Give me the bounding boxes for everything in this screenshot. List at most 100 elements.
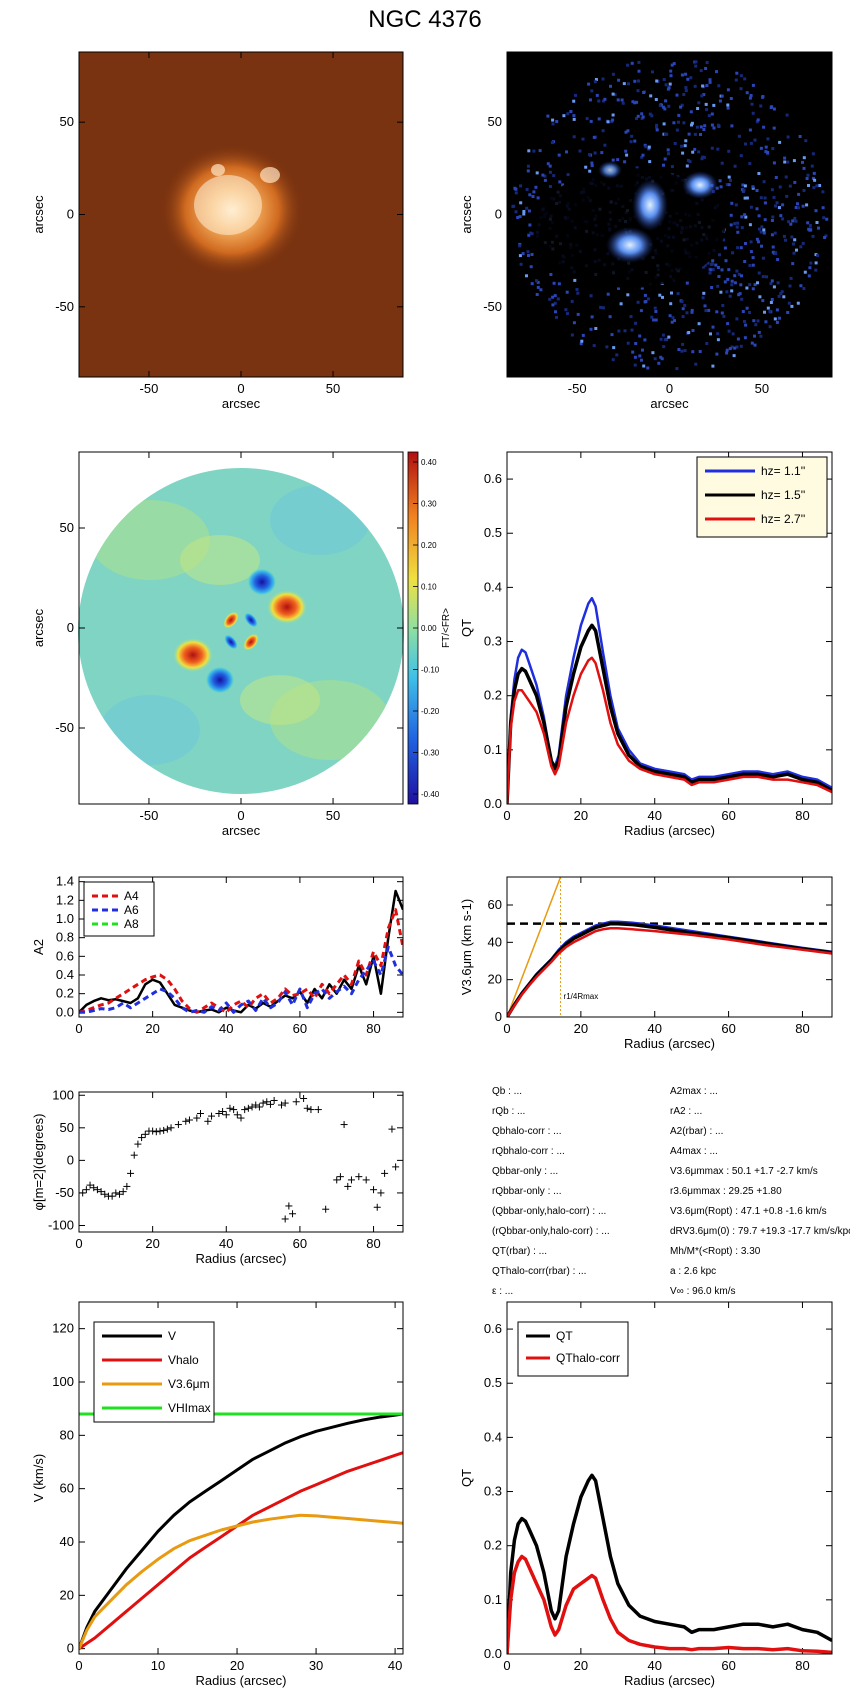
noise-pixel: [664, 83, 668, 87]
noise-pixel: [729, 97, 733, 100]
noise-pixel: [633, 79, 637, 83]
phase-point: [278, 1101, 285, 1109]
param-left-11: ε : ...: [492, 1286, 513, 1297]
noise-pixel: [635, 117, 638, 120]
noise-pixel: [662, 122, 666, 126]
noise-pixel: [703, 263, 707, 267]
param-left-6: rQbbar-only : ...: [492, 1186, 561, 1197]
noise-pixel: [791, 262, 795, 266]
y-tick-label: 0.1: [484, 1592, 502, 1607]
noise-pixel: [663, 132, 667, 136]
noise-pixel: [548, 185, 552, 188]
noise-pixel: [711, 325, 715, 329]
noise-pixel: [535, 293, 539, 296]
noise-pixel: [737, 134, 741, 138]
noise-pixel: [756, 319, 760, 323]
noise-pixel: [754, 323, 758, 327]
noise-pixel: [744, 323, 748, 327]
noise-pixel: [703, 124, 707, 128]
noise-pixel: [667, 86, 671, 90]
phase-point: [119, 1188, 127, 1196]
x-tick-label: 60: [721, 808, 735, 823]
noise-pixel: [650, 315, 654, 319]
noise-pixel: [759, 230, 763, 234]
noise-pixel: [726, 106, 730, 110]
noise-pixel: [590, 315, 594, 319]
noise-pixel: [663, 157, 667, 161]
noise-pixel: [806, 173, 810, 177]
phase-point: [93, 1186, 101, 1194]
noise-pixel: [610, 333, 614, 337]
noise-pixel: [739, 344, 743, 348]
noise-pixel: [663, 338, 667, 342]
param-right-7: V3.6μm(Ropt) : 47.1 +0.8 -1.6 km/s: [670, 1206, 827, 1217]
noise-pixel: [572, 321, 576, 325]
noise-pixel: [733, 222, 737, 226]
noise-pixel: [655, 125, 658, 129]
phase-point: [248, 1103, 256, 1111]
noise-pixel: [667, 104, 671, 108]
noise-pixel: [565, 290, 569, 294]
noise-pixel: [605, 345, 609, 349]
noise-pixel: [661, 295, 664, 299]
noise-pixel: [617, 286, 620, 290]
noise-pixel: [739, 154, 743, 158]
noise-pixel: [619, 302, 623, 306]
noise-pixel: [633, 139, 637, 143]
noise-pixel: [723, 280, 727, 284]
y-tick-label: 0.2: [484, 688, 502, 703]
noise-pixel: [609, 84, 612, 88]
noise-pixel: [771, 215, 775, 219]
x-tick-label: 0: [666, 381, 673, 396]
noise-pixel: [574, 93, 577, 97]
noise-pixel: [570, 333, 574, 337]
figure-title: NGC 4376: [368, 6, 481, 33]
x-tick-label: 40: [647, 808, 661, 823]
noise-pixel: [658, 293, 662, 297]
cbar-tick-label: 0.00: [421, 624, 437, 633]
noise-pixel: [739, 74, 743, 78]
y-tick-label: 0.5: [484, 525, 502, 540]
x-tick-label: 0: [75, 1658, 82, 1673]
noise-pixel: [682, 93, 686, 96]
x-tick-label: 60: [721, 1021, 735, 1036]
noise-pixel: [727, 175, 731, 179]
noise-pixel: [616, 98, 620, 102]
noise-pixel: [629, 140, 633, 144]
noise-pixel: [740, 215, 744, 219]
noise-pixel: [792, 251, 796, 255]
noise-pixel: [711, 268, 715, 272]
noise-pixel: [600, 151, 604, 155]
axes-frame: [78, 1091, 404, 1233]
noise-pixel: [668, 314, 672, 318]
noise-pixel: [683, 303, 687, 307]
noise-pixel: [702, 93, 706, 97]
noise-pixel: [557, 282, 561, 286]
r-quarter-label: r1/4Rmax: [564, 992, 599, 1001]
noise-pixel: [652, 318, 656, 322]
noise-pixel: [824, 234, 828, 238]
noise-pixel: [638, 354, 642, 358]
noise-pixel: [768, 325, 772, 329]
phase-point: [241, 1106, 249, 1114]
noise-pixel: [589, 98, 592, 102]
noise-pixel: [803, 270, 807, 274]
x-tick-label: 0: [237, 381, 244, 396]
y-tick-label: 0.4: [484, 1429, 502, 1444]
noise-pixel: [745, 286, 749, 290]
noise-pixel: [642, 91, 646, 94]
noise-pixel: [630, 61, 634, 65]
noise-pixel: [638, 334, 642, 338]
y-tick-label: 0.3: [484, 634, 502, 649]
y-tick-label: 20: [60, 1587, 74, 1602]
noise-pixel: [640, 286, 644, 290]
phase-point: [266, 1100, 274, 1108]
y-tick-label: 50: [60, 520, 74, 535]
noise-pixel: [683, 349, 687, 353]
noise-pixel: [744, 142, 747, 146]
param-right-5: V3.6μmmax : 50.1 +1.7 -2.7 km/s: [670, 1166, 818, 1177]
noise-pixel: [755, 120, 759, 124]
noise-pixel: [690, 121, 694, 125]
noise-pixel: [727, 183, 731, 187]
noise-pixel: [663, 107, 667, 111]
